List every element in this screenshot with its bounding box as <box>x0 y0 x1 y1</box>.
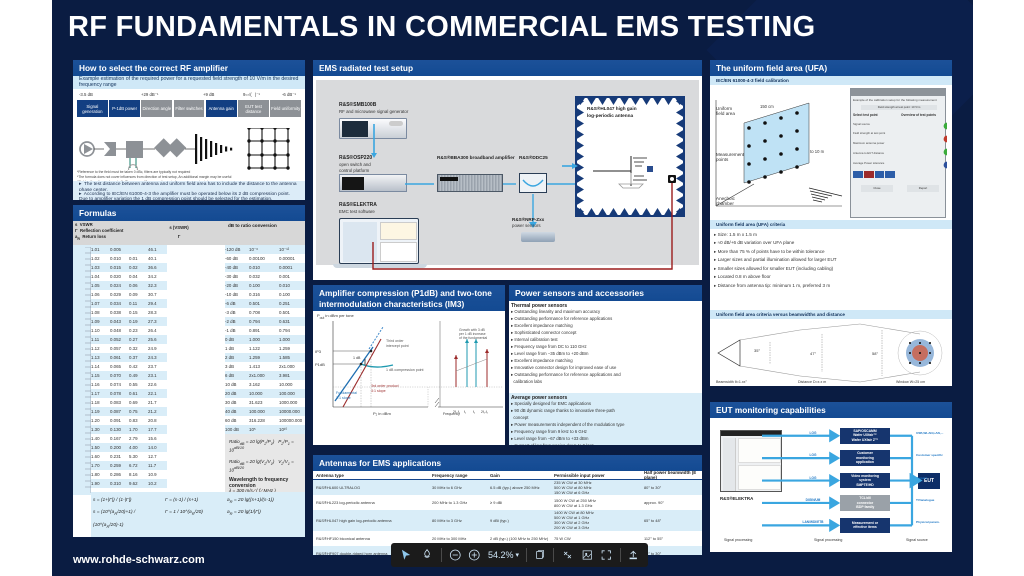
svg-text:Window W=25 cm: Window W=25 cm <box>896 380 925 384</box>
svg-text:Beamwidth θ=1.xx°: Beamwidth θ=1.xx° <box>716 380 747 384</box>
svg-text:Third order: Third order <box>386 339 404 343</box>
svg-text:f₁: f₁ <box>464 410 466 414</box>
svg-text:150 cm: 150 cm <box>760 104 774 109</box>
svg-text:intercept point: intercept point <box>386 344 409 348</box>
svg-text:chamber: chamber <box>716 201 734 206</box>
svg-text:58°: 58° <box>872 351 878 356</box>
svg-text:P1dB: P1dB <box>315 362 325 367</box>
svg-text:3rd order product: 3rd order product <box>371 384 399 388</box>
svg-text:2f₂-f₁: 2f₂-f₁ <box>453 410 460 414</box>
svg-text:of the fundamental: of the fundamental <box>459 336 487 340</box>
svg-text:field area: field area <box>716 111 735 116</box>
svg-text:points: points <box>716 157 729 162</box>
svg-text:IP3: IP3 <box>315 349 322 354</box>
svg-text:2f₁-f₂: 2f₁-f₂ <box>481 410 489 414</box>
svg-text:3:1 slope: 3:1 slope <box>371 389 386 393</box>
svg-text:P₂ in dBm: P₂ in dBm <box>373 411 391 416</box>
svg-text:Fundamental: Fundamental <box>336 391 357 395</box>
svg-text:f₂: f₂ <box>473 410 476 414</box>
svg-text:Distance D=x.x m: Distance D=x.x m <box>798 380 826 384</box>
svg-text:35°: 35° <box>754 348 760 353</box>
svg-text:1 dB compression point: 1 dB compression point <box>386 368 424 372</box>
svg-text:1 dB: 1 dB <box>353 356 361 360</box>
svg-text:1:1 slope: 1:1 slope <box>336 396 351 400</box>
svg-text:47°: 47° <box>810 351 816 356</box>
